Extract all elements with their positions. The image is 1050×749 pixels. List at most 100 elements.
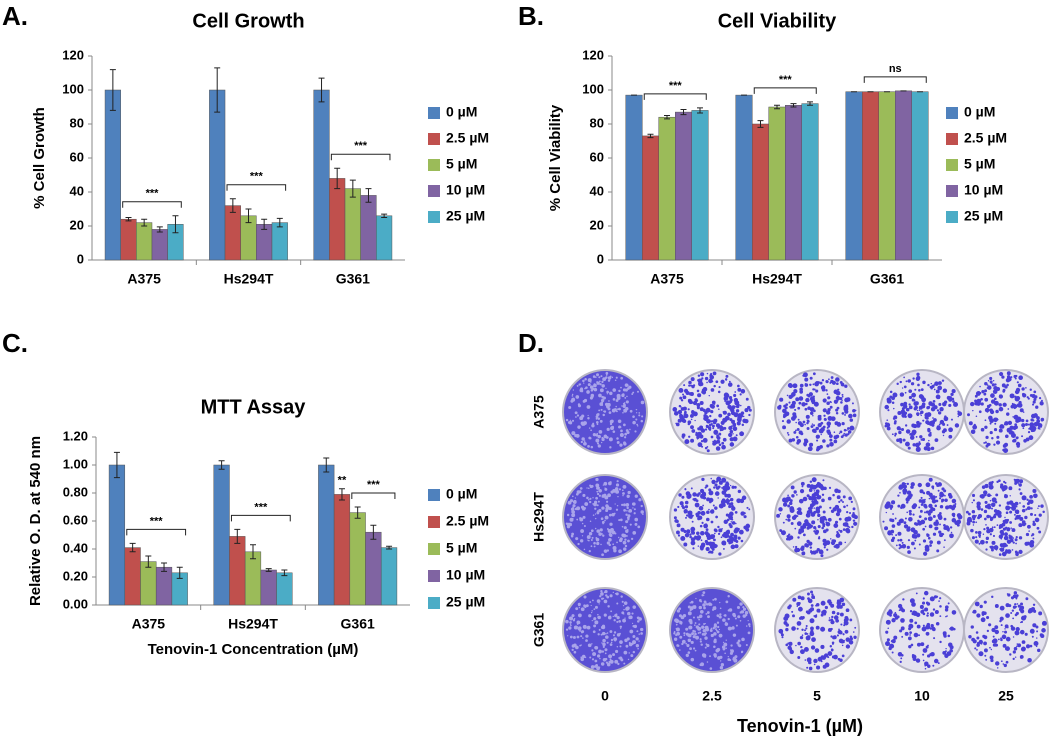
plate-speck (607, 529, 612, 533)
plate-speck (700, 662, 705, 667)
colony (838, 490, 841, 493)
colony (710, 422, 713, 426)
plate-speck (609, 533, 613, 538)
colony (1008, 535, 1013, 540)
colony (992, 389, 998, 394)
colony (847, 430, 852, 434)
colony (816, 427, 819, 430)
colony (690, 438, 695, 443)
colony (1027, 609, 1032, 614)
plate-speck (598, 509, 602, 513)
plate-speck (702, 591, 706, 595)
plate-speck (579, 487, 583, 490)
colony (882, 520, 885, 523)
colony (798, 401, 802, 405)
colony (932, 532, 937, 536)
colony (1020, 518, 1023, 521)
colony (979, 604, 983, 609)
colony (893, 635, 898, 640)
colony (725, 379, 727, 381)
plate-speck (626, 506, 629, 510)
colony (914, 539, 917, 542)
plate-speck (737, 639, 741, 643)
colony (1012, 657, 1015, 661)
colony (905, 380, 908, 383)
plate-speck (683, 632, 686, 635)
colony (851, 525, 854, 529)
colony (697, 379, 699, 382)
plate-speck (695, 597, 697, 600)
plate-speck (712, 627, 715, 630)
colony (803, 647, 809, 652)
plate-speck (625, 513, 628, 516)
colony (891, 524, 896, 528)
colony (1008, 604, 1012, 608)
error-bar (214, 67, 221, 113)
plate-speck (631, 622, 634, 625)
plate-speck (690, 640, 694, 645)
plate-speck (589, 656, 592, 659)
colony (994, 625, 999, 630)
colony (789, 499, 793, 503)
colony (710, 520, 714, 524)
colony (825, 389, 828, 392)
plate-speck (597, 654, 601, 658)
plate-speck (632, 415, 635, 418)
colony (980, 508, 984, 511)
colony (785, 643, 789, 647)
colony (848, 496, 853, 501)
colony (939, 419, 945, 425)
colony (972, 409, 974, 412)
colony (815, 492, 820, 497)
colony (844, 629, 849, 634)
bar (642, 135, 659, 261)
colony (684, 532, 690, 538)
colony (987, 380, 990, 382)
colony (776, 513, 780, 518)
colony (1040, 426, 1042, 428)
plate-speck (585, 604, 589, 608)
plate-speck (733, 614, 737, 618)
colony (797, 595, 802, 600)
colony (1005, 660, 1009, 664)
colony (1027, 397, 1030, 400)
significance-label: *** (250, 171, 264, 183)
colony (1003, 519, 1009, 524)
bar (271, 222, 288, 261)
plate-speck (580, 635, 583, 638)
colony (695, 399, 699, 402)
colony (741, 495, 747, 501)
colony (729, 484, 732, 487)
plate-speck (604, 648, 608, 652)
colony (705, 533, 710, 537)
colony (926, 533, 930, 538)
colony (830, 509, 835, 514)
plate-speck (613, 619, 616, 622)
error-bar (381, 213, 388, 218)
colony (1002, 402, 1007, 407)
plate-speck (701, 653, 706, 657)
colony (1013, 646, 1018, 651)
colony (823, 543, 827, 547)
colony (920, 503, 924, 506)
colony (714, 483, 718, 487)
plate (963, 474, 1049, 560)
colony (735, 522, 737, 525)
colony (917, 383, 920, 387)
colony (689, 414, 694, 418)
colony (937, 385, 943, 391)
plate-speck (602, 413, 606, 417)
plate-speck (580, 539, 584, 543)
colony (983, 528, 986, 531)
plate-speck (579, 388, 584, 393)
colony (820, 660, 823, 663)
plate-speck (605, 374, 608, 376)
colony (974, 394, 978, 398)
plate-speck (581, 630, 585, 634)
colony (988, 484, 994, 490)
colony (1013, 505, 1016, 509)
colony (822, 398, 827, 403)
plate-speck (621, 405, 623, 407)
colony (716, 439, 721, 444)
colony (789, 649, 792, 652)
